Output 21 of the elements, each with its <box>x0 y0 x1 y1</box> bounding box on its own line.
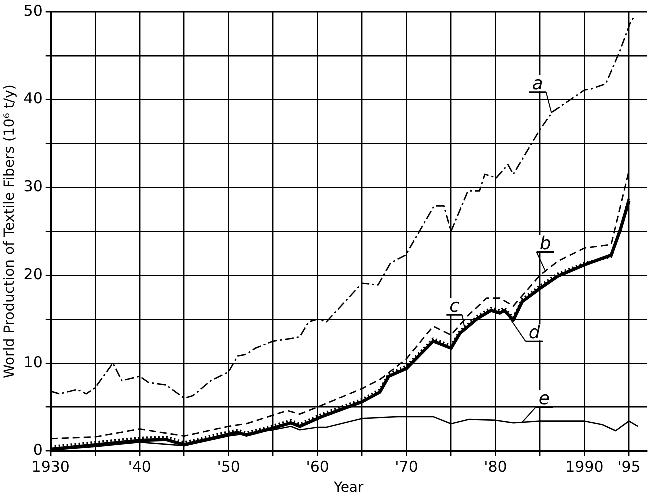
y-tick-label: 30 <box>24 178 43 196</box>
y-tick-label: 50 <box>24 2 43 20</box>
x-tick-label: '60 <box>306 458 330 476</box>
series-label: a <box>532 73 544 94</box>
x-axis-title: Year <box>333 480 364 496</box>
y-tick-label: 0 <box>33 441 43 460</box>
series-label: b <box>540 233 552 254</box>
x-tick-label: '80 <box>484 458 508 476</box>
y-tick-label: 10 <box>24 353 43 372</box>
x-tick-label: '95 <box>618 458 641 476</box>
y-axis-title: World Production of Textile Fibers (10⁶ t/y) <box>2 84 18 379</box>
y-tick-label: 20 <box>24 265 43 284</box>
legend-label: d <box>528 322 541 344</box>
y-tick-label: 40 <box>24 90 43 108</box>
x-tick-label: 1930 <box>32 458 70 476</box>
series-label: c <box>450 296 460 318</box>
x-tick-label: '50 <box>217 458 240 476</box>
series-label: e <box>538 388 550 410</box>
x-tick-label: 1990 <box>566 458 604 476</box>
x-tick-label: '40 <box>128 458 152 476</box>
x-tick-label: '70 <box>395 458 418 476</box>
